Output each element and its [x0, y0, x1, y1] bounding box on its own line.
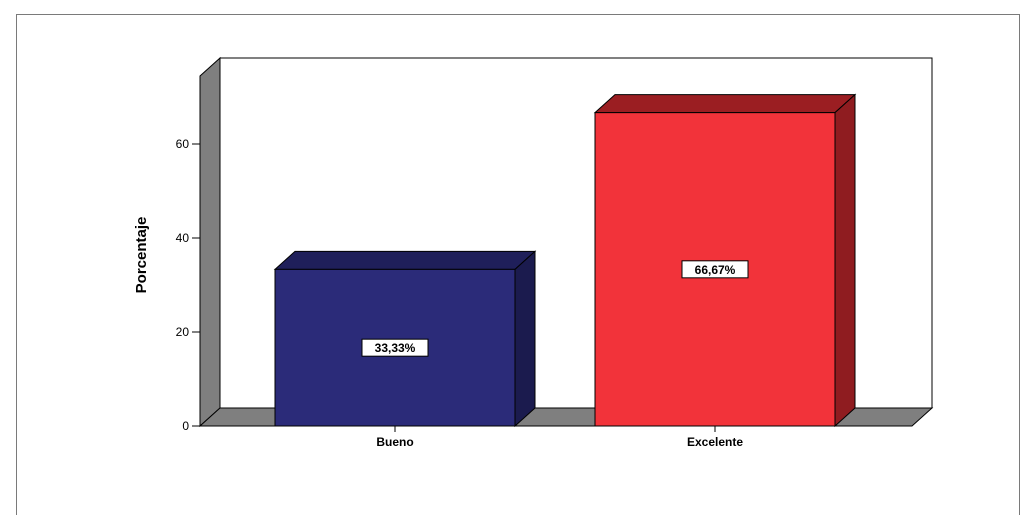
y-tick-label: 0: [182, 419, 189, 433]
y-axis: 0 20 40 60: [176, 137, 716, 433]
bar-side-face: [514, 250, 536, 428]
bars-group: [273, 93, 857, 428]
x-tick-label: Bueno: [376, 435, 413, 449]
bar-top-face: [273, 250, 537, 270]
data-label: 33,33%: [375, 341, 416, 355]
bar-2: [593, 93, 857, 428]
data-label-box: [681, 260, 749, 279]
y-axis-title: Porcentaje: [133, 217, 150, 294]
y-tick-label: 40: [176, 231, 190, 245]
bar-top-face: [593, 94, 857, 114]
y-tick-label: 20: [176, 325, 190, 339]
x-tick-label: Excelente: [687, 435, 743, 449]
bar-side-face: [834, 93, 856, 428]
y-tick-label: 60: [176, 137, 190, 151]
data-label: 66,67%: [695, 263, 736, 277]
bar-1: [273, 250, 537, 428]
labels-group: 33,33% Bueno 66,67% Excelente: [361, 260, 749, 449]
data-label-box: [361, 338, 429, 357]
left-wall: [199, 56, 221, 428]
